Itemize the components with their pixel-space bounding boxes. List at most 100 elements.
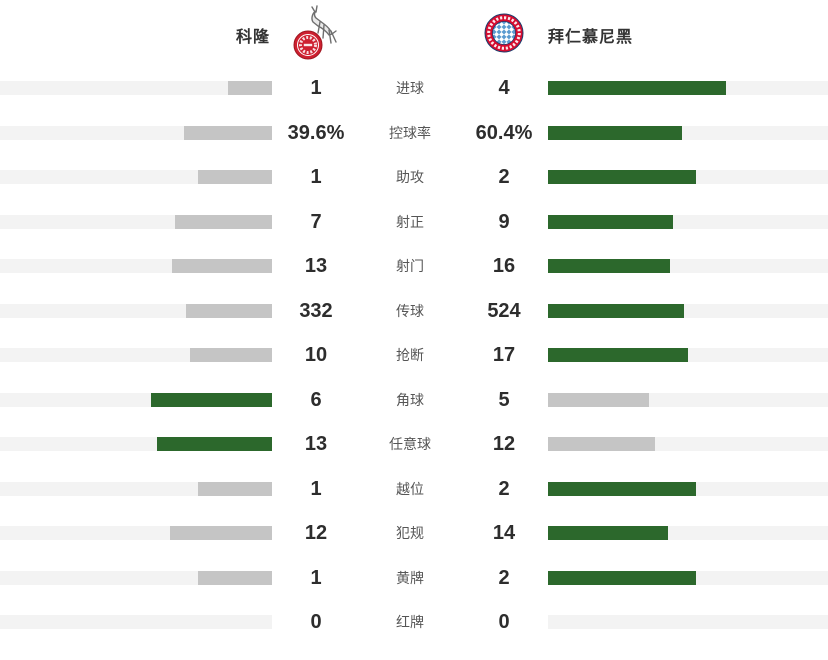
stat-row: 13 任意球 12 (0, 422, 828, 467)
stat-home-value: 7 (310, 210, 322, 233)
away-bar (548, 170, 696, 185)
stat-row: 39.6% 控球率 60.4% (0, 111, 828, 156)
stat-away-value: 9 (498, 210, 510, 233)
stat-away-value: 14 (492, 522, 516, 545)
away-bar (548, 437, 655, 452)
away-bar (548, 259, 670, 274)
stat-label: 传球 (396, 302, 424, 319)
home-bar (170, 526, 272, 541)
stat-row: 332 传球 524 (0, 289, 828, 334)
away-bar (548, 125, 682, 140)
stat-row: 12 犯规 14 (0, 511, 828, 556)
bayern-crest-icon (484, 13, 524, 58)
home-bar (175, 214, 272, 229)
home-bar-track (0, 481, 272, 496)
stat-row: 1 黄牌 2 (0, 556, 828, 601)
stat-away-value: 17 (492, 344, 516, 367)
stat-label: 射正 (396, 213, 424, 230)
stat-row: 10 抢断 17 (0, 333, 828, 378)
header: 科隆 (0, 0, 828, 66)
away-bar-track (548, 615, 828, 630)
stat-away-value: 2 (498, 566, 510, 589)
away-bar (548, 526, 668, 541)
stat-row: 0 红牌 0 (0, 600, 828, 645)
away-bar-track (548, 170, 828, 185)
stat-row: 1 进球 4 (0, 66, 828, 111)
away-bar (548, 570, 696, 585)
home-bar-track (0, 303, 272, 318)
stat-label: 红牌 (396, 614, 424, 631)
stat-away-value: 12 (492, 433, 516, 456)
away-bar (548, 392, 649, 407)
stat-row: 1 助攻 2 (0, 155, 828, 200)
stat-row: 6 角球 5 (0, 378, 828, 423)
away-bar-track (548, 570, 828, 585)
home-bar-track (0, 437, 272, 452)
stat-label: 黄牌 (396, 569, 424, 586)
away-bar-track (548, 437, 828, 452)
stat-home-value: 6 (310, 388, 322, 411)
home-bar-track (0, 125, 272, 140)
away-bar (548, 81, 726, 96)
away-team-name: 拜仁慕尼黑 (548, 29, 634, 46)
away-bar (548, 214, 673, 229)
koeln-crest-icon (293, 4, 339, 66)
away-bar-track (548, 303, 828, 318)
stat-home-value: 12 (304, 522, 328, 545)
home-bar (198, 570, 272, 585)
stat-away-value: 2 (498, 166, 510, 189)
stat-label: 任意球 (389, 436, 431, 453)
stat-home-value: 332 (299, 299, 333, 322)
stat-home-value: 0 (310, 611, 322, 634)
stat-label: 控球率 (389, 124, 431, 141)
stat-label: 犯规 (396, 525, 424, 542)
home-bar (151, 392, 272, 407)
home-bar (198, 170, 272, 185)
home-bar-track (0, 526, 272, 541)
home-bar-track (0, 214, 272, 229)
stat-home-value: 13 (304, 433, 328, 456)
away-bar-track (548, 81, 828, 96)
home-bar (172, 259, 272, 274)
away-bar-track (548, 348, 828, 363)
stat-home-value: 13 (304, 255, 328, 278)
home-bar-track (0, 348, 272, 363)
home-bar (190, 348, 272, 363)
stats-list: 1 进球 4 39.6% 控球率 60.4% 1 助攻 2 (0, 66, 828, 645)
stat-away-value: 524 (487, 299, 521, 322)
away-bar-track (548, 125, 828, 140)
away-bar-track (548, 259, 828, 274)
home-bar-track (0, 392, 272, 407)
stat-home-value: 1 (310, 77, 322, 100)
stat-away-value: 5 (498, 388, 510, 411)
away-bar (548, 348, 688, 363)
stat-label: 射门 (396, 258, 424, 275)
stat-away-value: 4 (498, 77, 510, 100)
away-bar-track (548, 481, 828, 496)
home-bar (184, 125, 272, 140)
stat-label: 角球 (396, 391, 424, 408)
home-bar-track (0, 615, 272, 630)
stat-row: 1 越位 2 (0, 467, 828, 512)
away-team-logo-cell (460, 13, 548, 58)
stat-home-value: 1 (310, 477, 322, 500)
home-bar-track (0, 170, 272, 185)
home-bar (157, 437, 272, 452)
stat-label: 抢断 (396, 347, 424, 364)
home-bar (228, 81, 272, 96)
stat-away-value: 60.4% (475, 121, 533, 144)
away-bar-track (548, 526, 828, 541)
stat-row: 13 射门 16 (0, 244, 828, 289)
stat-away-value: 0 (498, 611, 510, 634)
home-team-name: 科隆 (235, 29, 270, 46)
home-bar-track (0, 259, 272, 274)
stat-label: 进球 (396, 80, 424, 97)
stat-away-value: 2 (498, 477, 510, 500)
stat-home-value: 1 (310, 166, 322, 189)
home-bar (186, 303, 272, 318)
stat-row: 7 射正 9 (0, 200, 828, 245)
home-team-logo-cell (272, 4, 360, 66)
home-bar (198, 481, 272, 496)
away-bar (548, 481, 696, 496)
